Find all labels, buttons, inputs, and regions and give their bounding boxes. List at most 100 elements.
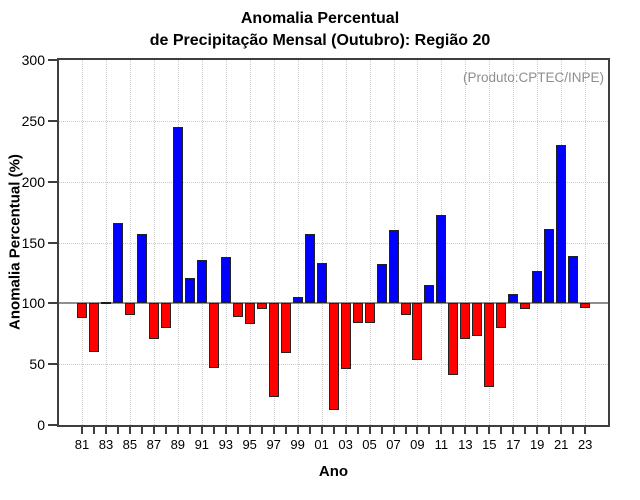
horizontal-gridline <box>59 242 608 244</box>
bar-09 <box>412 303 423 361</box>
chart-title-line2: de Precipitação Mensal (Outubro): Região… <box>149 32 491 49</box>
x-tick <box>332 427 335 434</box>
x-tick <box>344 427 347 434</box>
x-tick <box>93 427 95 434</box>
chart-title-line1: Anomalia Percentual <box>240 10 400 27</box>
x-tick <box>272 427 275 434</box>
bar-17 <box>508 293 519 304</box>
x-tick-label: 17 <box>506 437 521 452</box>
y-tick-label: 50 <box>29 356 45 373</box>
x-tick <box>105 427 107 434</box>
x-tick-label: 91 <box>194 437 210 452</box>
x-tick-label: 87 <box>146 437 162 452</box>
x-tick <box>212 427 215 434</box>
x-tick <box>488 427 491 434</box>
x-tick <box>452 427 455 434</box>
bar-03 <box>340 303 351 369</box>
x-tick <box>428 427 431 434</box>
bar-05 <box>364 303 375 323</box>
x-tick <box>572 427 575 434</box>
x-tick <box>536 427 539 434</box>
bar-06 <box>376 264 387 304</box>
horizontal-gridline <box>59 120 608 122</box>
x-tick <box>176 427 179 434</box>
bar-89 <box>172 126 183 304</box>
bar-10 <box>424 285 435 304</box>
x-tick <box>416 427 419 434</box>
x-tick <box>356 427 359 434</box>
x-tick-label: 23 <box>577 437 593 452</box>
x-tick <box>236 427 239 434</box>
x-tick <box>224 427 227 434</box>
x-tick <box>524 427 527 434</box>
x-tick <box>320 427 323 434</box>
x-tick-label: 15 <box>482 437 497 452</box>
y-tick-label: 300 <box>21 52 45 68</box>
bar-96 <box>256 303 267 310</box>
bar-95 <box>244 303 255 324</box>
bar-20 <box>544 229 555 304</box>
bar-12 <box>448 303 459 376</box>
x-tick-label: 03 <box>338 437 353 452</box>
x-tick <box>512 427 515 434</box>
x-tick <box>116 427 119 434</box>
x-tick <box>476 427 479 434</box>
bar-11 <box>436 214 447 304</box>
bar-23 <box>580 303 591 309</box>
x-tick <box>464 427 467 434</box>
chart-title: Anomalia Percentual de Precipitação Mens… <box>0 8 640 52</box>
bar-02 <box>328 303 339 411</box>
x-tick-label: 83 <box>98 437 114 452</box>
x-tick <box>500 427 503 434</box>
x-tick-label: 89 <box>170 437 186 452</box>
bar-07 <box>388 230 399 304</box>
x-tick <box>260 427 263 434</box>
x-tick <box>440 427 443 434</box>
x-tick <box>200 427 203 434</box>
x-tick <box>296 427 299 434</box>
x-tick <box>128 427 131 434</box>
x-tick <box>284 427 287 434</box>
bar-16 <box>496 303 507 328</box>
bar-15 <box>484 303 495 388</box>
x-tick-label: 13 <box>458 437 473 452</box>
x-tick <box>404 427 407 434</box>
x-tick <box>584 427 587 434</box>
bar-93 <box>220 257 231 304</box>
y-tick-label: 250 <box>21 112 45 129</box>
x-tick-label: 11 <box>434 437 449 452</box>
bar-81 <box>77 303 87 318</box>
y-tick <box>48 241 57 244</box>
x-tick <box>392 427 395 434</box>
x-tick <box>152 427 155 434</box>
x-tick <box>248 427 251 434</box>
y-tick <box>48 59 57 61</box>
bar-86 <box>136 234 147 304</box>
bar-98 <box>280 303 291 354</box>
x-tick <box>140 427 143 434</box>
bar-21 <box>556 145 567 304</box>
bar-85 <box>124 303 135 316</box>
bar-84 <box>112 223 123 304</box>
bar-99 <box>292 297 303 304</box>
horizontal-gridline <box>59 181 608 183</box>
x-tick-label: 19 <box>529 437 545 452</box>
y-tick-label: 100 <box>21 295 45 312</box>
x-tick-label: 81 <box>74 437 90 452</box>
y-tick <box>48 302 57 305</box>
x-tick <box>380 427 383 434</box>
bar-90 <box>184 277 195 304</box>
bar-00 <box>304 234 315 304</box>
x-tick-label: 21 <box>553 437 569 452</box>
bar-13 <box>460 303 471 339</box>
bar-04 <box>352 303 363 323</box>
x-axis-label: Ano <box>318 463 349 480</box>
bar-19 <box>532 270 543 304</box>
y-tick <box>48 424 57 426</box>
source-annotation: (Produto:CPTEC/INPE) <box>462 70 604 85</box>
x-tick-label: 05 <box>362 437 377 452</box>
x-tick-label: 07 <box>386 437 401 452</box>
x-tick-label: 01 <box>314 437 329 452</box>
x-tick <box>164 427 167 434</box>
